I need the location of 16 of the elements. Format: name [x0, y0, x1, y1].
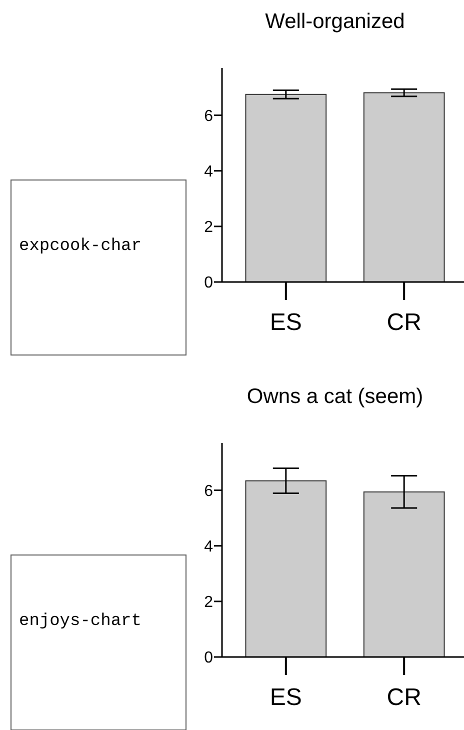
x-tick-label: CR [386, 309, 422, 336]
text: enjoys-chart [19, 612, 142, 631]
y-tick-label: 6 [204, 482, 214, 500]
y-tick-label: 0 [204, 650, 214, 667]
y-tick-label: 2 [204, 219, 214, 236]
x-tick-label: ES [270, 309, 302, 336]
chart-title: Owns a cat (seem) [246, 385, 424, 408]
x-tick-label: CR [386, 684, 422, 711]
x-tick-label: ES [270, 684, 302, 711]
y-tick-label: 6 [204, 108, 214, 125]
y-tick-label: 0 [204, 274, 214, 292]
y-tick-label: 2 [204, 594, 214, 612]
chart-title: Well-organized [265, 10, 405, 33]
y-tick-label: 4 [204, 538, 214, 556]
y-tick-label: 4 [204, 163, 214, 180]
text: expcook-char [19, 237, 142, 256]
